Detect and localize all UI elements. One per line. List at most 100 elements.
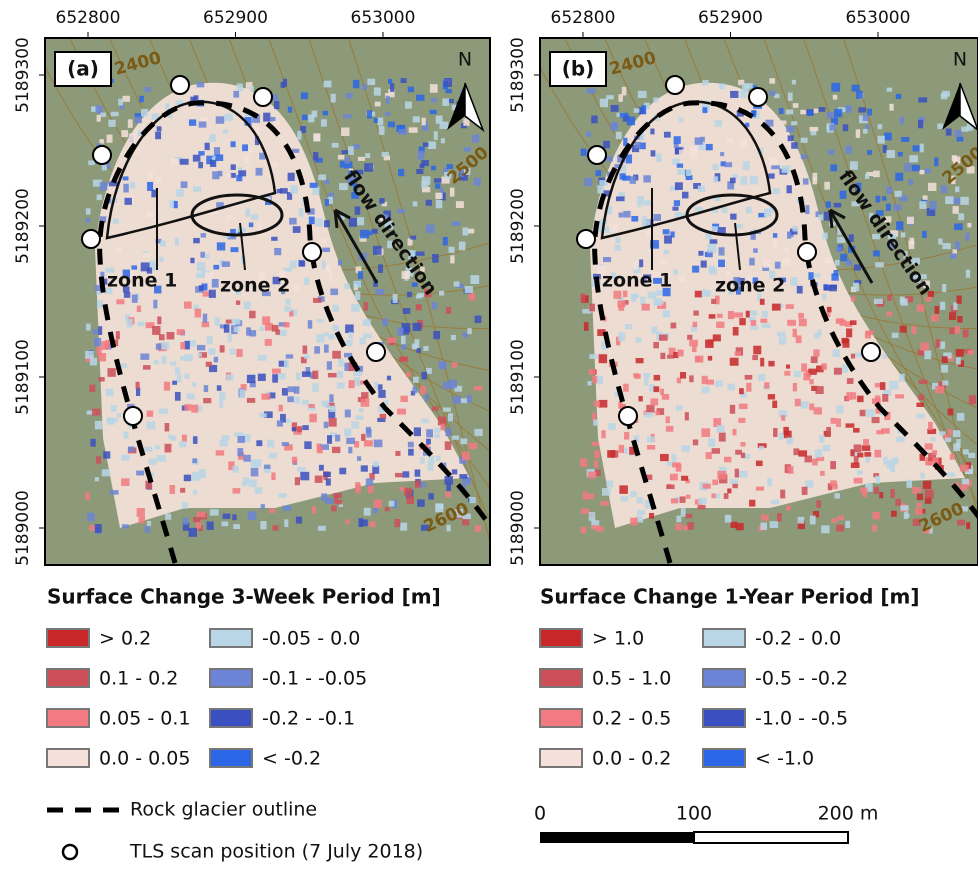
y-tick-label: 5189200: [508, 188, 528, 264]
change-pixel: [324, 332, 329, 336]
change-pixel: [288, 107, 292, 113]
change-pixel: [85, 351, 94, 359]
change-pixel: [967, 223, 971, 228]
change-pixel: [854, 444, 862, 452]
change-pixel: [786, 126, 794, 132]
change-pixel: [698, 251, 703, 256]
change-pixel: [623, 291, 627, 298]
change-pixel: [378, 264, 383, 273]
change-pixel: [808, 111, 813, 116]
change-pixel: [637, 497, 643, 503]
change-pixel: [179, 441, 187, 447]
change-pixel: [831, 83, 840, 92]
change-pixel: [321, 401, 328, 406]
change-pixel: [245, 209, 250, 217]
change-pixel: [772, 401, 777, 408]
change-pixel: [941, 185, 948, 193]
change-pixel: [702, 80, 708, 86]
change-pixel: [452, 469, 457, 474]
change-pixel: [787, 320, 796, 326]
change-pixel: [165, 444, 172, 453]
change-pixel: [901, 299, 908, 306]
change-pixel: [436, 456, 441, 462]
change-pixel: [958, 213, 964, 220]
change-pixel: [787, 185, 792, 193]
change-pixel: [99, 139, 104, 143]
change-pixel: [809, 379, 813, 384]
change-pixel: [288, 173, 295, 181]
change-pixel: [332, 143, 339, 148]
change-pixel: [318, 175, 326, 181]
change-pixel: [623, 384, 629, 392]
change-pixel: [137, 306, 141, 312]
change-pixel: [397, 328, 403, 336]
change-pixel: [344, 284, 350, 290]
change-pixel: [794, 371, 801, 377]
change-pixel: [671, 323, 677, 329]
change-pixel: [591, 116, 597, 124]
change-pixel: [873, 171, 880, 177]
change-pixel: [882, 354, 886, 358]
change-pixel: [97, 115, 101, 122]
change-pixel: [928, 183, 936, 191]
change-pixel: [365, 153, 370, 158]
legend-label: > 0.2: [99, 628, 151, 650]
change-pixel: [600, 99, 608, 108]
change-pixel: [895, 499, 901, 506]
change-pixel: [803, 178, 809, 184]
change-pixel: [395, 451, 400, 456]
change-pixel: [231, 141, 236, 147]
change-pixel: [920, 473, 925, 479]
scan-position: [862, 343, 880, 361]
map-content: zone 1zone 2flow direction240025002600N(…: [25, 28, 505, 598]
change-pixel: [237, 448, 243, 456]
change-pixel: [784, 248, 788, 254]
change-pixel: [749, 310, 757, 315]
change-pixel: [467, 328, 471, 334]
change-pixel: [364, 163, 373, 171]
change-pixel: [607, 450, 615, 458]
change-pixel: [740, 91, 747, 98]
change-pixel: [849, 234, 854, 242]
change-pixel: [304, 355, 309, 359]
change-pixel: [671, 498, 678, 503]
change-pixel: [416, 304, 422, 310]
change-pixel: [102, 164, 107, 170]
change-pixel: [322, 248, 330, 252]
change-pixel: [183, 518, 188, 525]
change-pixel: [681, 445, 689, 452]
change-pixel: [129, 134, 136, 142]
change-pixel: [360, 337, 366, 344]
change-pixel: [414, 427, 421, 436]
y-tick-label: 5189000: [508, 490, 528, 566]
change-pixel: [717, 314, 723, 318]
change-pixel: [130, 182, 136, 189]
scan-legend-label: TLS scan position (7 July 2018): [129, 841, 423, 863]
change-pixel: [717, 471, 726, 480]
change-pixel: [413, 116, 420, 122]
change-pixel: [701, 428, 710, 437]
change-pixel: [196, 273, 204, 278]
change-pixel: [434, 434, 439, 438]
change-pixel: [98, 377, 104, 382]
change-pixel: [645, 412, 653, 417]
change-pixel: [320, 238, 326, 243]
change-pixel: [441, 138, 445, 143]
change-pixel: [87, 513, 95, 522]
zone-label: zone 1: [602, 270, 672, 292]
change-pixel: [655, 411, 659, 415]
change-pixel: [938, 238, 942, 244]
change-pixel: [950, 253, 957, 258]
change-pixel: [401, 78, 407, 83]
change-pixel: [208, 348, 215, 355]
scale-label: 200 m: [818, 803, 879, 825]
change-pixel: [184, 301, 192, 308]
change-pixel: [423, 142, 429, 146]
change-pixel: [136, 471, 144, 476]
change-pixel: [798, 517, 805, 524]
change-pixel: [913, 145, 921, 151]
change-pixel: [314, 346, 320, 353]
change-pixel: [249, 223, 254, 228]
change-pixel: [660, 353, 665, 359]
change-pixel: [98, 326, 102, 335]
